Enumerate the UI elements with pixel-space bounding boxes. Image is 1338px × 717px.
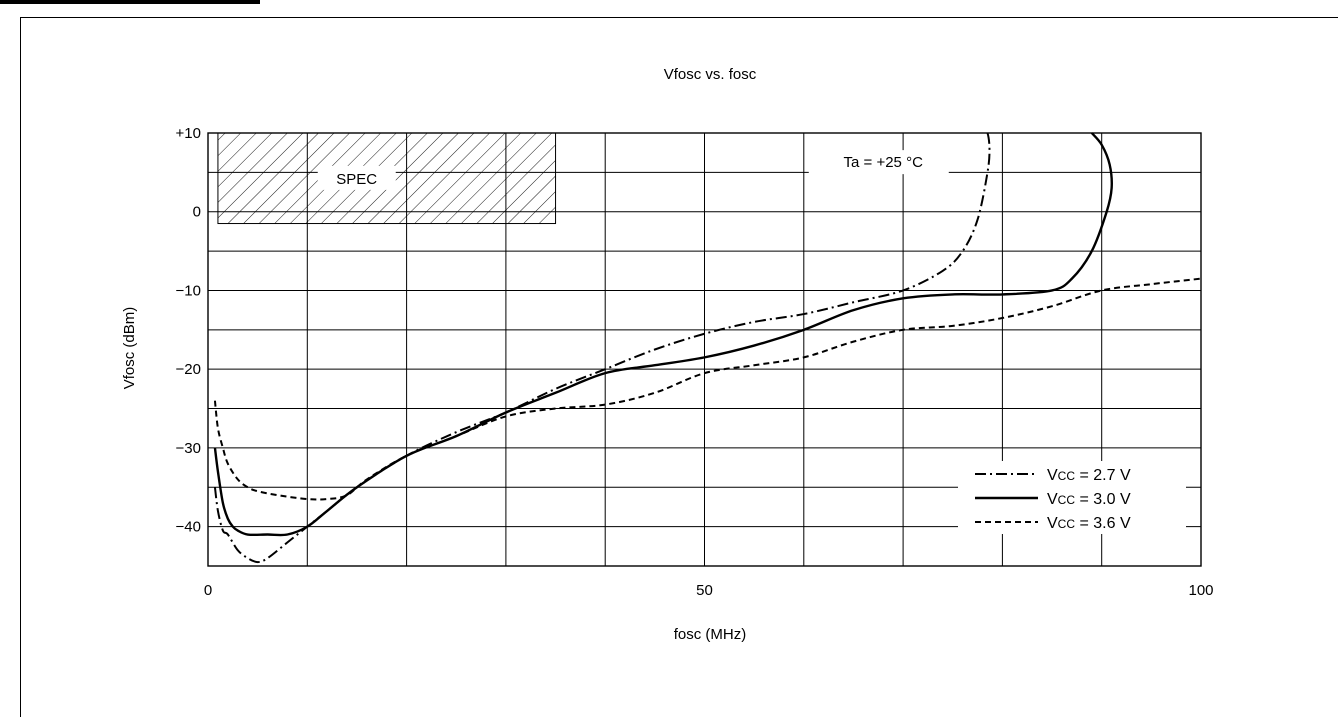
cut-heading-remnant <box>0 0 260 4</box>
x-tick-label: 0 <box>204 582 212 599</box>
axes-box <box>207 132 1202 567</box>
series-line-2 <box>213 132 1113 537</box>
y-tick-label: 0 <box>193 204 201 221</box>
x-axis-label: fosc (MHz) <box>674 626 747 643</box>
y-axis-label: Vfosc (dBm) <box>121 307 138 390</box>
y-tick-label: −20 <box>176 361 201 378</box>
y-tick-label: −10 <box>176 282 201 299</box>
legend-label: VCC = 3.0 V <box>1047 491 1131 508</box>
spec-label-background <box>317 165 396 190</box>
spec-label: SPEC <box>336 171 377 188</box>
y-tick-label: −30 <box>176 440 201 457</box>
annotation-background <box>808 150 949 175</box>
temperature-annotation: Ta = +25 °C <box>844 154 924 171</box>
x-tick-label: 50 <box>696 582 713 599</box>
figure-border <box>20 17 1338 717</box>
chart-title: Vfosc vs. fosc <box>664 66 757 83</box>
legend-label: VCC = 3.6 V <box>1047 515 1131 532</box>
series-line-1 <box>213 130 991 564</box>
legend-label: VCC = 2.7 V <box>1047 467 1131 484</box>
x-tick-label: 100 <box>1188 582 1213 599</box>
y-tick-label: −40 <box>176 519 201 536</box>
plot-area: SPEC +10 0 −10 −20 −30 −40 0 50 100 Ta = +25 °C VCC… <box>176 125 1214 599</box>
y-tick-label: +10 <box>176 125 201 142</box>
series-line-3 <box>213 277 1202 501</box>
